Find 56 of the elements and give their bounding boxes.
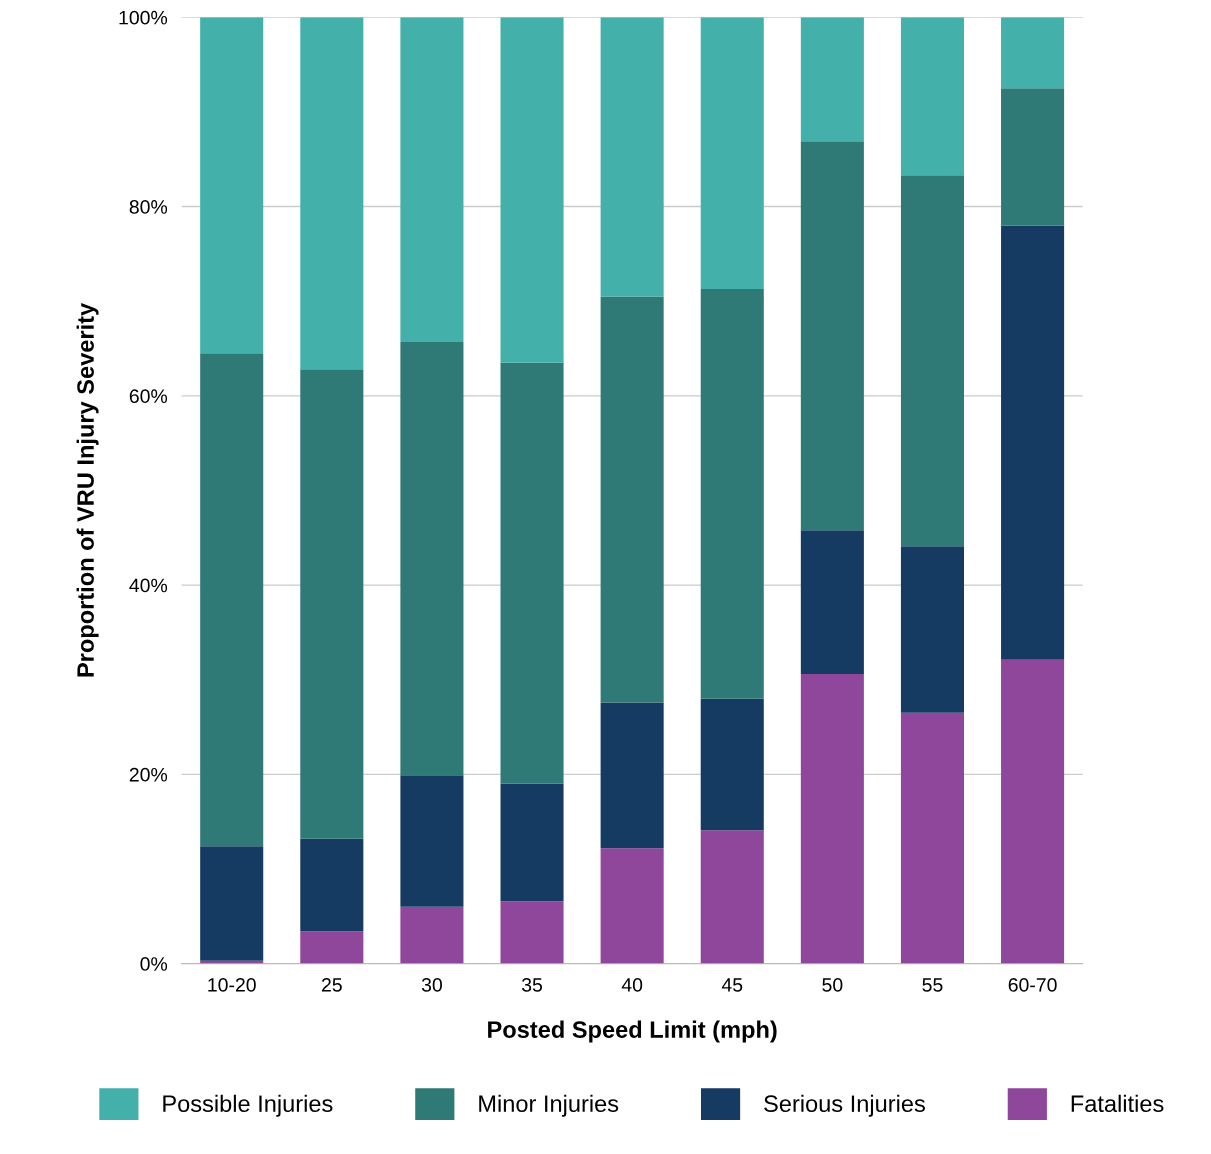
bar — [800, 141, 864, 531]
y-tick-label: 20% — [129, 767, 168, 782]
legend-label: Possible Injuries — [163, 1094, 333, 1117]
bar — [800, 530, 864, 675]
bar — [300, 369, 364, 839]
bar — [1001, 659, 1065, 964]
bar — [900, 175, 964, 547]
x-tick-label: 55 — [922, 978, 943, 992]
legend-label: Minor Injuries — [479, 1094, 619, 1117]
bar — [900, 546, 964, 713]
bar — [700, 830, 764, 964]
bar — [1001, 88, 1065, 226]
bar — [200, 17, 264, 354]
bar — [300, 838, 364, 932]
bar — [200, 846, 264, 961]
bar — [800, 17, 864, 142]
bar — [900, 712, 964, 964]
bar — [300, 17, 364, 370]
bar — [1001, 225, 1065, 660]
bar — [500, 901, 564, 964]
x-tick-label: 60-70 — [1008, 977, 1057, 992]
bar — [600, 702, 664, 849]
y-tick-label: 100% — [119, 10, 168, 25]
x-tick-label: 50 — [822, 977, 843, 992]
bar — [700, 698, 764, 831]
bar — [500, 17, 564, 363]
x-tick-label: 40 — [621, 977, 643, 992]
bar — [400, 341, 464, 776]
y-tick-label: 0% — [140, 957, 168, 971]
bar — [900, 17, 964, 176]
bar — [500, 362, 564, 784]
bar — [800, 674, 864, 964]
bar — [500, 783, 564, 902]
x-tick-label: 45 — [721, 978, 743, 992]
bar — [400, 775, 464, 907]
y-tick-label: 60% — [129, 389, 168, 404]
bar — [700, 288, 764, 699]
bar — [200, 353, 264, 847]
legend-label: Serious Injuries — [764, 1094, 925, 1117]
x-tick-label: 25 — [321, 977, 342, 992]
x-tick-label: 10-20 — [208, 977, 256, 992]
x-axis-title: Posted Speed Limit (mph) — [488, 1020, 777, 1043]
bar — [600, 17, 664, 297]
y-axis-title: Proportion of VRU Injury Severity — [76, 302, 99, 677]
x-tick-label: 35 — [521, 977, 543, 992]
y-tick-label: 80% — [129, 200, 168, 214]
bar — [600, 848, 664, 964]
bar — [700, 17, 764, 289]
y-tick-label: 40% — [129, 578, 168, 593]
bar — [400, 906, 464, 964]
bar — [1001, 17, 1065, 89]
bar — [300, 931, 364, 964]
bar — [600, 296, 664, 703]
legend-label: Fatalities — [1071, 1094, 1164, 1113]
bar — [400, 17, 464, 342]
x-tick-label: 30 — [421, 977, 442, 992]
